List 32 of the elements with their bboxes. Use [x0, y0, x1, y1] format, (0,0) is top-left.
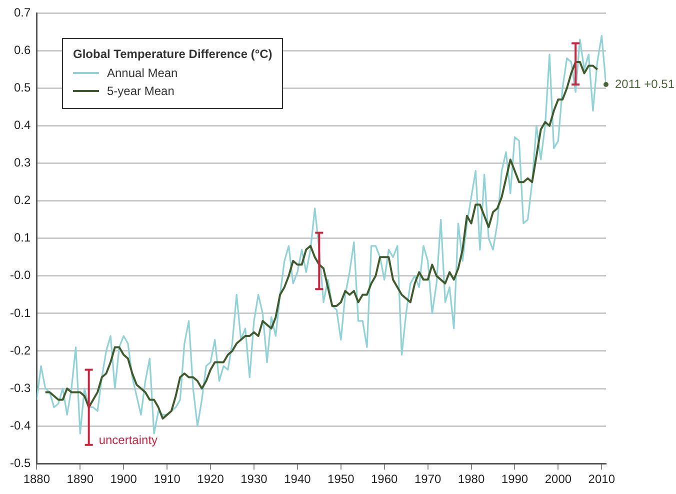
x-tick-label: 1900: [110, 472, 138, 486]
x-tick-label: 1960: [371, 472, 398, 486]
legend-label: 5-year Mean: [107, 84, 174, 98]
x-tick-label: 1930: [240, 472, 268, 486]
annotation: 2011 +0.51: [615, 76, 675, 91]
x-tick-label: 1920: [197, 472, 224, 486]
y-tick-label: 0.7: [14, 6, 31, 20]
x-tick-label: 1950: [328, 472, 355, 486]
x-tick-label: 1970: [414, 472, 442, 486]
y-tick-label: -0.2: [10, 343, 31, 358]
x-tick-label: 1980: [458, 472, 485, 486]
y-tick-label: 0.6: [14, 43, 31, 58]
y-tick-label: -0.5: [10, 456, 31, 470]
legend-title: Global Temperature Difference (°C): [73, 47, 272, 61]
x-tick-label: 1940: [284, 472, 312, 486]
y-tick-label: 0.1: [14, 230, 31, 245]
y-tick-label: -0.3: [10, 380, 31, 395]
x-tick-label: 2010: [588, 472, 616, 486]
annotation: uncertainty: [98, 433, 158, 448]
y-tick-label: -0.1: [10, 306, 31, 320]
y-tick-label: -0.0: [10, 268, 31, 282]
y-tick-label: 0.2: [14, 193, 31, 208]
y-tick-label: 0.5: [14, 80, 31, 95]
y-tick-label: -0.4: [10, 418, 31, 432]
x-tick-label: 1910: [154, 472, 181, 486]
y-tick-label: 0.4: [14, 118, 31, 132]
x-tick-label: 1990: [501, 472, 528, 486]
x-tick-label: 1890: [66, 472, 94, 486]
y-tick-label: 0.3: [14, 156, 31, 170]
x-tick-label: 1880: [23, 472, 50, 486]
x-tick-label: 2000: [544, 472, 572, 486]
legend-label: Annual Mean: [107, 66, 178, 80]
